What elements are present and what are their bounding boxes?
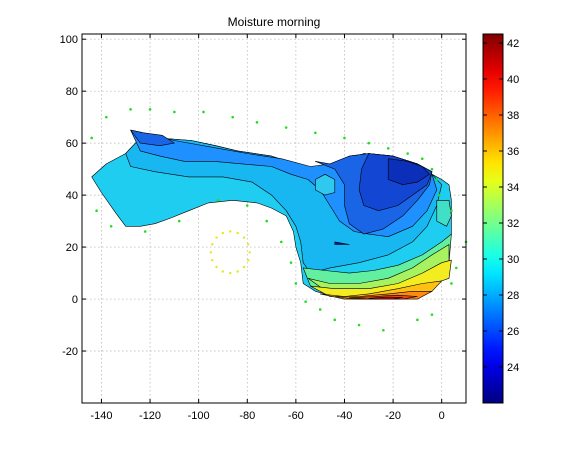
axes-box (81, 33, 467, 404)
sensor-point (416, 318, 419, 322)
x-tick-label: -140 (90, 410, 112, 422)
sensor-circle-point (209, 251, 213, 254)
colorbar-tick-label: 30 (507, 254, 519, 266)
sensor-point (386, 147, 390, 150)
sensor-point (284, 126, 288, 129)
colorbar-tick-label: 42 (507, 38, 519, 50)
y-tick-label: 0 (72, 294, 78, 306)
sensor-point (430, 313, 434, 316)
sensor-point (314, 131, 317, 135)
sensor-point (177, 219, 181, 223)
sensor-circle-point (215, 236, 218, 239)
sensor-circle-point (236, 231, 239, 235)
sensor-point (357, 323, 361, 327)
sensor-point (289, 261, 293, 264)
sensor-point (129, 108, 132, 111)
sensor-point (173, 110, 176, 114)
x-tick-label: -80 (239, 410, 255, 422)
sensor-point (318, 308, 322, 311)
sensor-point (367, 141, 371, 145)
sensor-circle-point (247, 243, 250, 246)
sensor-point (105, 115, 108, 119)
sensor-point (202, 110, 205, 114)
sensor-point (90, 136, 94, 140)
y-tick-label: 40 (66, 190, 78, 202)
contour-region-7 (334, 241, 350, 245)
contour-region-6 (387, 158, 430, 185)
colorbar-tick-label: 36 (507, 146, 519, 158)
colorbar-tick-label: 26 (507, 326, 519, 338)
y-tick-label: 80 (66, 86, 78, 98)
x-tick-label: -120 (139, 410, 161, 422)
sensor-circle-point (215, 265, 218, 269)
sensor-point (148, 108, 152, 111)
y-tick-label: -20 (62, 346, 78, 358)
sensor-point (450, 209, 453, 213)
x-tick-label: 0 (439, 410, 445, 422)
sensor-point (343, 136, 346, 140)
colorbar-tick-label: 28 (507, 290, 519, 302)
sensor-circle-point (211, 259, 214, 262)
y-tick-label: 60 (66, 138, 78, 150)
colorbar-tick-label: 38 (507, 110, 519, 122)
sensor-point (304, 300, 307, 303)
sensor-point (406, 152, 409, 155)
x-tick-label: -20 (385, 410, 401, 422)
sensor-point (437, 193, 441, 197)
contour-region-16 (368, 296, 404, 300)
sensor-point (255, 121, 259, 124)
sensor-point (454, 266, 458, 270)
sensor-circle-point (221, 231, 225, 235)
chart-title: Moisture morning (228, 15, 321, 29)
colorbar-gradient (483, 34, 503, 403)
sensor-point (430, 167, 434, 171)
sensor-circle-point (242, 265, 246, 269)
sensor-point (420, 157, 424, 161)
sensor-point (216, 199, 220, 202)
sensor-point (95, 209, 98, 213)
sensor-point (265, 219, 269, 223)
y-tick-label: 100 (60, 34, 78, 46)
sensor-point (382, 328, 385, 332)
y-tick-label: 20 (66, 242, 78, 254)
contour-region-9 (314, 174, 336, 196)
contour-region-3 (130, 129, 175, 146)
sensor-circle-point (211, 243, 214, 246)
sensor-point (143, 230, 147, 233)
colorbar-tick-label: 24 (507, 362, 519, 374)
colorbar: 24 26 28 30 32 34 36 38 40 42 (482, 33, 519, 404)
sensor-point (450, 282, 453, 285)
sensor-point (245, 204, 249, 207)
x-tick-label: -100 (188, 410, 210, 422)
colorbar-tick-label: 40 (507, 74, 519, 86)
contour-regions (91, 129, 452, 300)
sensor-circle-point (247, 259, 250, 262)
sensor-point (294, 282, 298, 285)
x-tick-label: -40 (337, 410, 353, 422)
sensor-circle-point (236, 270, 239, 273)
sensor-point (109, 224, 113, 228)
sensor-circle-point (229, 271, 232, 275)
sensor-circle-point (242, 236, 246, 239)
colorbar-box (482, 33, 504, 404)
colorbar-tick-label: 34 (507, 182, 519, 194)
x-tick-label: -60 (288, 410, 304, 422)
contour-region-8 (436, 200, 452, 227)
sensor-circle-point (248, 251, 251, 254)
plot-area: -140 -120 -100 -80 -60 -40 -20 0 -20 0 20 40 60 80 100 (60, 33, 468, 422)
sensor-point (279, 240, 283, 244)
sensor-circle-point (229, 230, 232, 233)
sensor-circle-point (221, 270, 225, 273)
colorbar-tick-label: 32 (507, 218, 519, 230)
sensor-point (231, 115, 234, 119)
sensor-point (333, 318, 337, 322)
sensor-point (435, 178, 439, 181)
sensor-points (90, 108, 468, 332)
